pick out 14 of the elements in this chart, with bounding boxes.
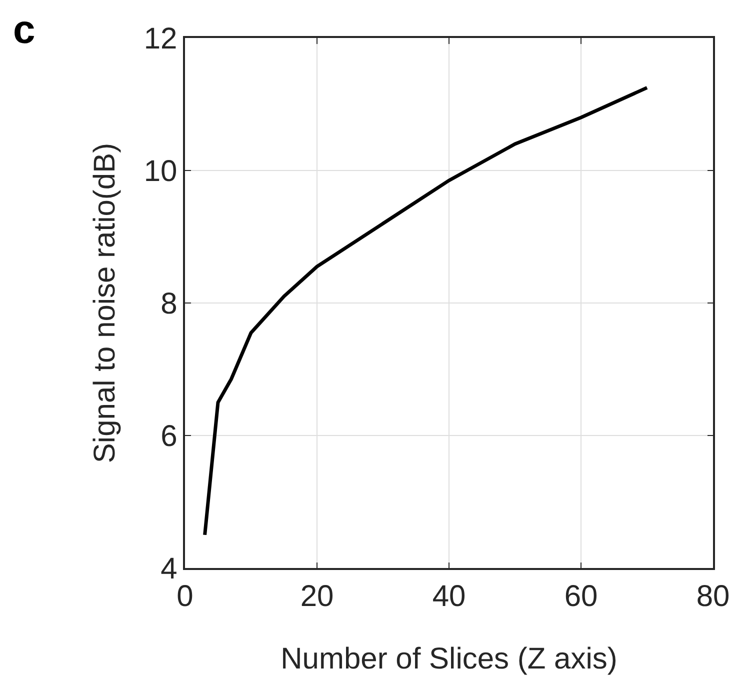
x-tick-label: 80: [696, 580, 730, 613]
x-tick-label: 40: [432, 580, 466, 613]
y-tick-label: 6: [160, 420, 178, 453]
y-axis-title: Signal to noise ratio(dB): [88, 142, 122, 464]
y-tick-label: 12: [144, 22, 178, 56]
x-tick-label: 60: [564, 580, 598, 613]
line-series: [203, 86, 649, 537]
y-tick-label: 8: [160, 288, 178, 320]
x-axis-title: Number of Slices (Z axis): [280, 642, 618, 676]
x-tick-label: 0: [176, 580, 194, 613]
x-tick-label: 20: [300, 580, 334, 613]
text: c: [13, 8, 36, 52]
y-tick-label: 4: [160, 552, 178, 586]
y-tick-label: 10: [144, 155, 178, 188]
